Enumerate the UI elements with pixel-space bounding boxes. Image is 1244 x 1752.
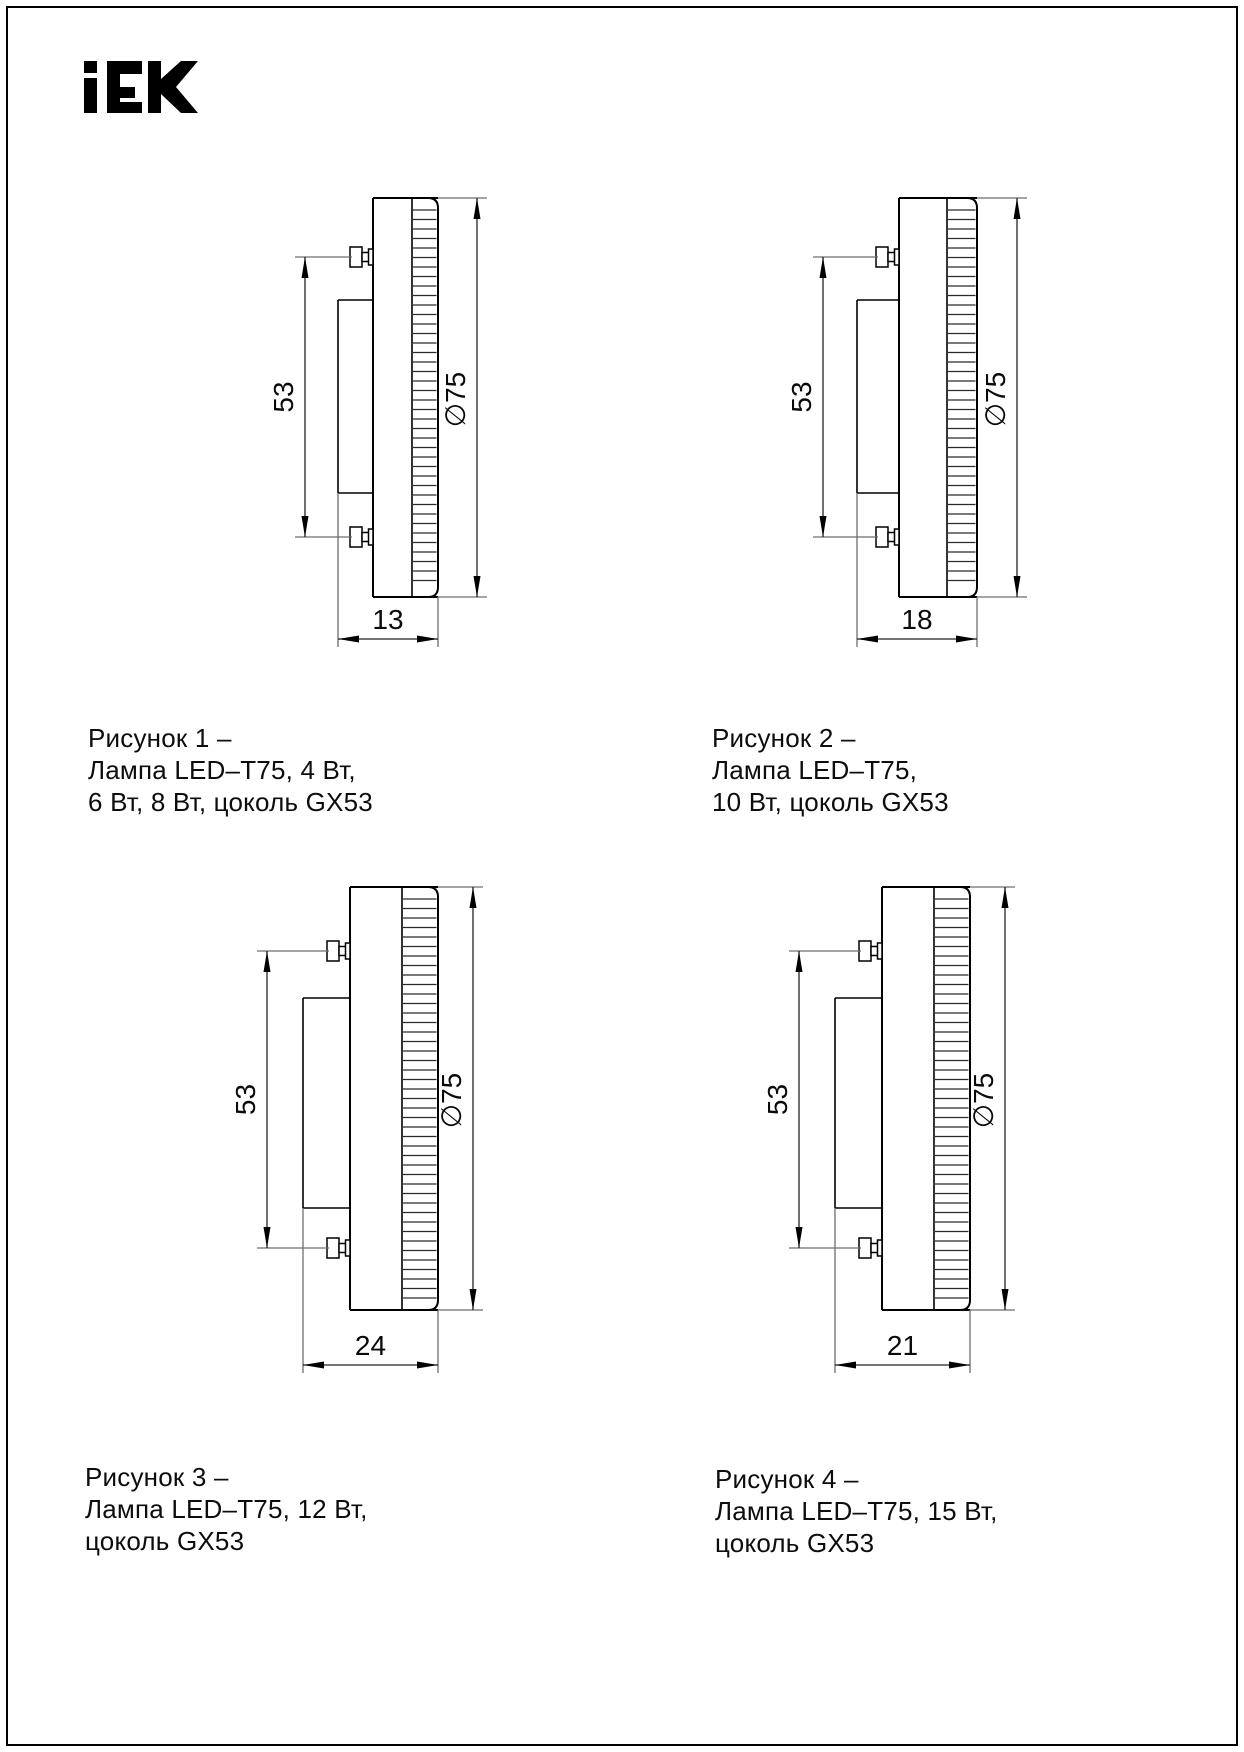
dim-height-label: 53 <box>786 381 817 412</box>
caption-line: 6 Вт, 8 Вт, цоколь GX53 <box>88 787 373 817</box>
figure-2-drawing: 53 ∅75 18 <box>786 197 1027 647</box>
caption-line: 10 Вт, цоколь GX53 <box>712 787 949 817</box>
caption-line: Лампа LED–T75, 15 Вт, <box>715 1496 998 1526</box>
logo-i-dot <box>84 61 97 73</box>
logo-i-stem <box>84 78 97 113</box>
figure-1-caption: Рисунок 1 – Лампа LED–T75, 4 Вт, 6 Вт, 8… <box>88 722 373 818</box>
caption-line: Рисунок 4 – <box>715 1464 859 1494</box>
page-border <box>6 6 1238 1746</box>
caption-line: цоколь GX53 <box>85 1526 245 1556</box>
logo-k <box>148 61 198 113</box>
dim-depth-label: 24 <box>355 1330 386 1361</box>
dim-height-label: 53 <box>268 381 299 412</box>
dim-depth-label: 21 <box>887 1330 918 1361</box>
caption-line: Рисунок 3 – <box>85 1462 229 1492</box>
figure-3-drawing: 53 ∅75 24 <box>230 886 483 1373</box>
caption-line: Рисунок 2 – <box>712 723 856 753</box>
dim-diameter-label: ∅75 <box>440 372 471 428</box>
dim-diameter-label: ∅75 <box>980 372 1011 428</box>
figure-2-caption: Рисунок 2 – Лампа LED–T75, 10 Вт, цоколь… <box>712 722 949 818</box>
figure-3-caption: Рисунок 3 – Лампа LED–T75, 12 Вт, цоколь… <box>85 1461 368 1557</box>
dim-diameter-label: ∅75 <box>968 1073 999 1129</box>
dim-height-label: 53 <box>762 1084 793 1115</box>
caption-line: Лампа LED–T75, 4 Вт, <box>88 755 356 785</box>
dim-diameter-label: ∅75 <box>436 1073 467 1129</box>
figure-4-caption: Рисунок 4 – Лампа LED–T75, 15 Вт, цоколь… <box>715 1463 998 1559</box>
figure-1-drawing: 53 ∅75 13 <box>268 197 487 647</box>
caption-line: Лампа LED–T75, 12 Вт, <box>85 1494 368 1524</box>
caption-line: Рисунок 1 – <box>88 723 232 753</box>
dim-depth-label: 18 <box>901 604 932 635</box>
dim-depth-label: 13 <box>372 604 403 635</box>
caption-line: цоколь GX53 <box>715 1528 875 1558</box>
dim-height-label: 53 <box>230 1084 261 1115</box>
logo-e <box>107 61 142 113</box>
figure-4-drawing: 53 ∅75 21 <box>762 886 1015 1373</box>
caption-line: Лампа LED–T75, <box>712 755 918 785</box>
iek-logo <box>84 61 198 113</box>
